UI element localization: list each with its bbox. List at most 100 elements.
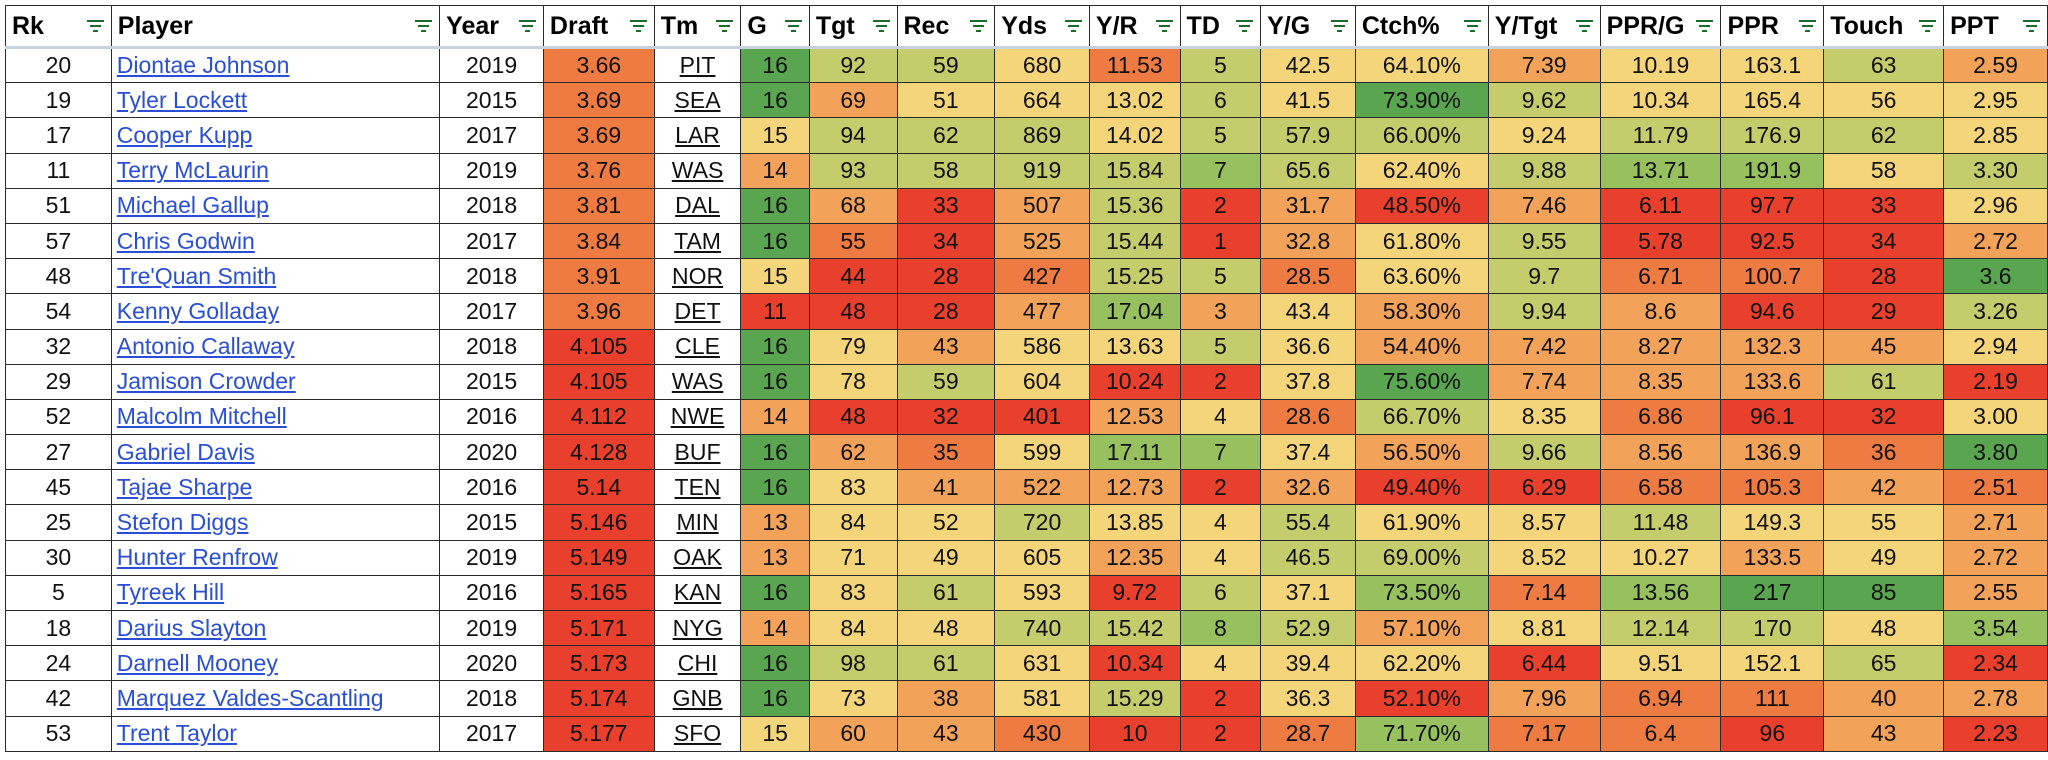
player-link[interactable]: Malcolm Mitchell [116, 403, 287, 430]
player-link[interactable]: Diontae Johnson [116, 52, 290, 79]
filter-icon[interactable] [1463, 19, 1482, 33]
filter-icon[interactable] [784, 19, 803, 33]
cell-g: 15 [740, 117, 810, 154]
column-header-yds[interactable]: Yds [994, 5, 1090, 48]
team-link[interactable]: OAK [673, 544, 722, 571]
column-header-g[interactable]: G [740, 5, 810, 48]
filter-icon[interactable] [414, 19, 433, 33]
filter-icon[interactable] [2022, 19, 2041, 33]
player-link[interactable]: Darius Slayton [116, 614, 267, 641]
column-header-tm[interactable]: Tm [653, 5, 742, 48]
player-link[interactable]: Cooper Kupp [116, 121, 253, 148]
team-link[interactable]: DET [674, 297, 721, 324]
filter-icon[interactable] [518, 19, 537, 33]
filter-icon[interactable] [969, 19, 988, 33]
column-header-tgt[interactable]: Tgt [808, 5, 898, 48]
cell-td: 5 [1179, 117, 1262, 154]
player-link[interactable]: Chris Godwin [116, 227, 255, 254]
cell-yds: 599 [994, 434, 1090, 471]
column-header-rk[interactable]: Rk [5, 5, 112, 48]
column-header-touch[interactable]: Touch [1823, 5, 1945, 48]
team-link[interactable]: MIN [676, 509, 719, 536]
player-link[interactable]: Jamison Crowder [116, 368, 296, 395]
team-link[interactable]: SEA [674, 86, 721, 113]
cell-pprg: 6.94 [1599, 680, 1722, 717]
cell-tm: LAR [653, 117, 742, 154]
team-link[interactable]: WAS [671, 157, 724, 184]
team-link[interactable]: CHI [677, 649, 718, 676]
cell-td: 7 [1179, 152, 1262, 189]
filter-icon[interactable] [715, 19, 734, 33]
cell-rk: 25 [5, 504, 112, 541]
column-header-yr[interactable]: Y/R [1088, 5, 1181, 48]
cell-ytgt: 6.44 [1487, 645, 1601, 682]
cell-tgt: 93 [808, 152, 898, 189]
player-link[interactable]: Trent Taylor [116, 720, 237, 747]
player-link[interactable]: Stefon Diggs [116, 509, 249, 536]
player-link[interactable]: Terry McLaurin [116, 157, 269, 184]
cell-rk: 18 [5, 609, 112, 647]
filter-icon[interactable] [86, 19, 105, 33]
player-link[interactable]: Marquez Valdes-Scantling [116, 684, 384, 711]
cell-player: Diontae Johnson [110, 46, 441, 84]
filter-icon[interactable] [1235, 19, 1254, 33]
team-link[interactable]: SFO [673, 720, 722, 747]
filter-icon[interactable] [1918, 19, 1937, 33]
cell-rk: 42 [5, 680, 112, 717]
column-header-ytgt[interactable]: Y/Tgt [1487, 5, 1601, 48]
player-link[interactable]: Tyreek Hill [116, 579, 225, 606]
cell-td: 4 [1179, 539, 1262, 576]
player-link[interactable]: Tre'Quan Smith [116, 262, 277, 289]
team-link[interactable]: NOR [671, 262, 724, 289]
cell-yds: 507 [994, 187, 1090, 224]
player-link[interactable]: Gabriel Davis [116, 438, 255, 465]
cell-rk: 54 [5, 293, 112, 330]
cell-draft: 4.112 [542, 398, 655, 436]
player-link[interactable]: Michael Gallup [116, 192, 269, 219]
cell-ctch: 66.70% [1354, 398, 1489, 436]
team-link[interactable]: DAL [675, 192, 720, 219]
team-link[interactable]: GNB [672, 684, 723, 711]
filter-icon[interactable] [1575, 19, 1594, 33]
team-link[interactable]: TEN [674, 473, 721, 500]
filter-icon[interactable] [1798, 19, 1817, 33]
cell-touch: 49 [1823, 539, 1945, 576]
cell-ppr: 163.1 [1720, 46, 1825, 84]
filter-icon[interactable] [1330, 19, 1349, 33]
column-header-yg[interactable]: Y/G [1260, 5, 1356, 48]
team-link[interactable]: NWE [670, 403, 725, 430]
column-header-ppr[interactable]: PPR [1720, 5, 1825, 48]
cell-yr: 13.02 [1088, 82, 1181, 119]
column-header-td[interactable]: TD [1179, 5, 1262, 48]
player-link[interactable]: Kenny Golladay [116, 297, 280, 324]
team-link[interactable]: BUF [674, 438, 721, 465]
team-link[interactable]: PIT [679, 52, 716, 79]
column-header-rec[interactable]: Rec [896, 5, 996, 48]
column-header-ppt[interactable]: PPT [1943, 5, 2048, 48]
column-header-draft[interactable]: Draft [542, 5, 655, 48]
cell-player: Trent Taylor [110, 715, 441, 752]
column-header-year[interactable]: Year [439, 5, 544, 48]
player-link[interactable]: Hunter Renfrow [116, 544, 278, 571]
team-link[interactable]: LAR [675, 121, 720, 148]
team-link[interactable]: WAS [671, 368, 724, 395]
filter-icon[interactable] [872, 19, 891, 33]
cell-ppt: 3.54 [1943, 609, 2048, 647]
column-header-pprg[interactable]: PPR/G [1599, 5, 1722, 48]
column-header-ctch[interactable]: Ctch% [1354, 5, 1489, 48]
player-link[interactable]: Darnell Mooney [116, 649, 278, 676]
filter-icon[interactable] [629, 19, 648, 33]
team-link[interactable]: CLE [675, 333, 720, 360]
player-link[interactable]: Tajae Sharpe [116, 473, 253, 500]
table-row: 11 Terry McLaurin 2019 3.76 WAS 14 93 58 919 15.8… [5, 152, 2048, 189]
player-link[interactable]: Tyler Lockett [116, 86, 248, 113]
column-header-player[interactable]: Player [110, 5, 441, 48]
team-link[interactable]: TAM [674, 227, 721, 254]
cell-rk: 27 [5, 434, 112, 471]
player-link[interactable]: Antonio Callaway [116, 333, 295, 360]
team-link[interactable]: KAN [673, 579, 722, 606]
filter-icon[interactable] [1695, 19, 1714, 33]
team-link[interactable]: NYG [672, 614, 723, 641]
filter-icon[interactable] [1064, 19, 1083, 33]
filter-icon[interactable] [1155, 19, 1174, 33]
